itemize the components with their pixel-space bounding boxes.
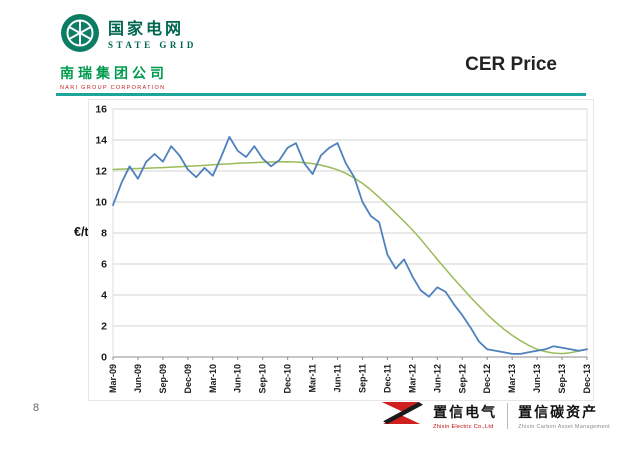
cer-price-chart-svg: 0 2 4 6 8 10 12 14 16 Mar-09 Jun-09 Sep-09 Dec-09 Mar… xyxy=(95,104,592,394)
svg-text:Dec-12: Dec-12 xyxy=(482,364,492,394)
zhixin-electric-name-en: Zhixin Electric Co.,Ltd xyxy=(433,423,494,430)
svg-text:0: 0 xyxy=(101,352,107,364)
svg-text:Dec-09: Dec-09 xyxy=(183,364,193,394)
footer-logo-divider xyxy=(507,402,509,429)
svg-text:Dec-11: Dec-11 xyxy=(382,364,392,393)
nari-group-name-en: NARI GROUP CORPORATION xyxy=(60,85,166,91)
svg-text:8: 8 xyxy=(101,228,107,240)
svg-text:Dec-13: Dec-13 xyxy=(582,364,592,394)
header-rule xyxy=(56,93,586,96)
footer-logos: 置信电气 Zhixin Electric Co.,Ltd 置信碳资产 Zhixi… xyxy=(379,399,610,432)
zhixin-carbon-logo: 置信碳资产 Zhixin Carbon Asset Management xyxy=(518,402,610,430)
svg-text:16: 16 xyxy=(95,104,107,116)
svg-text:Mar-11: Mar-11 xyxy=(308,364,318,393)
svg-text:Jun-12: Jun-12 xyxy=(432,364,442,393)
svg-text:Sep-13: Sep-13 xyxy=(557,364,567,394)
zhixin-electric-name-cn: 置信电气 xyxy=(433,403,498,420)
svg-text:Dec-10: Dec-10 xyxy=(283,364,293,394)
state-grid-name-en: STATE GRID xyxy=(108,40,197,51)
svg-text:14: 14 xyxy=(95,135,107,147)
svg-text:Sep-10: Sep-10 xyxy=(258,364,268,394)
svg-text:6: 6 xyxy=(101,259,107,271)
svg-text:Mar-09: Mar-09 xyxy=(108,364,118,393)
svg-text:Sep-09: Sep-09 xyxy=(158,364,168,394)
slide-title: CER Price xyxy=(465,54,557,75)
svg-text:Jun-13: Jun-13 xyxy=(532,364,542,393)
svg-text:Mar-10: Mar-10 xyxy=(208,364,218,393)
svg-text:Jun-09: Jun-09 xyxy=(133,364,143,393)
svg-text:4: 4 xyxy=(101,290,107,302)
state-grid-emblem-icon xyxy=(60,13,100,58)
svg-text:Jun-10: Jun-10 xyxy=(233,364,243,393)
zhixin-carbon-name-en: Zhixin Carbon Asset Management xyxy=(518,423,610,430)
svg-text:10: 10 xyxy=(95,197,107,209)
state-grid-name-cn: 国家电网 xyxy=(108,20,185,38)
svg-text:Mar-13: Mar-13 xyxy=(507,364,517,393)
svg-text:Sep-12: Sep-12 xyxy=(457,364,467,394)
cer-price-chart: 0 2 4 6 8 10 12 14 16 Mar-09 Jun-09 Sep-09 Dec-09 Mar… xyxy=(88,99,594,401)
svg-text:2: 2 xyxy=(101,321,107,333)
svg-text:Sep-11: Sep-11 xyxy=(357,364,367,393)
nari-group-name-cn: 南瑞集团公司 xyxy=(60,65,168,81)
svg-text:12: 12 xyxy=(95,166,107,178)
svg-text:Mar-12: Mar-12 xyxy=(407,364,417,393)
page-number: 8 xyxy=(33,402,40,414)
zhixin-logo-icon xyxy=(379,399,424,432)
state-grid-logo: 国家电网 STATE GRID 南瑞集团公司 NARI GROUP CORPOR… xyxy=(60,13,197,91)
y-axis-unit-label: €/t xyxy=(74,225,89,239)
svg-text:Jun-11: Jun-11 xyxy=(333,364,343,393)
zhixin-electric-logo: 置信电气 Zhixin Electric Co.,Ltd xyxy=(433,402,497,430)
zhixin-carbon-name-cn: 置信碳资产 xyxy=(518,403,599,420)
